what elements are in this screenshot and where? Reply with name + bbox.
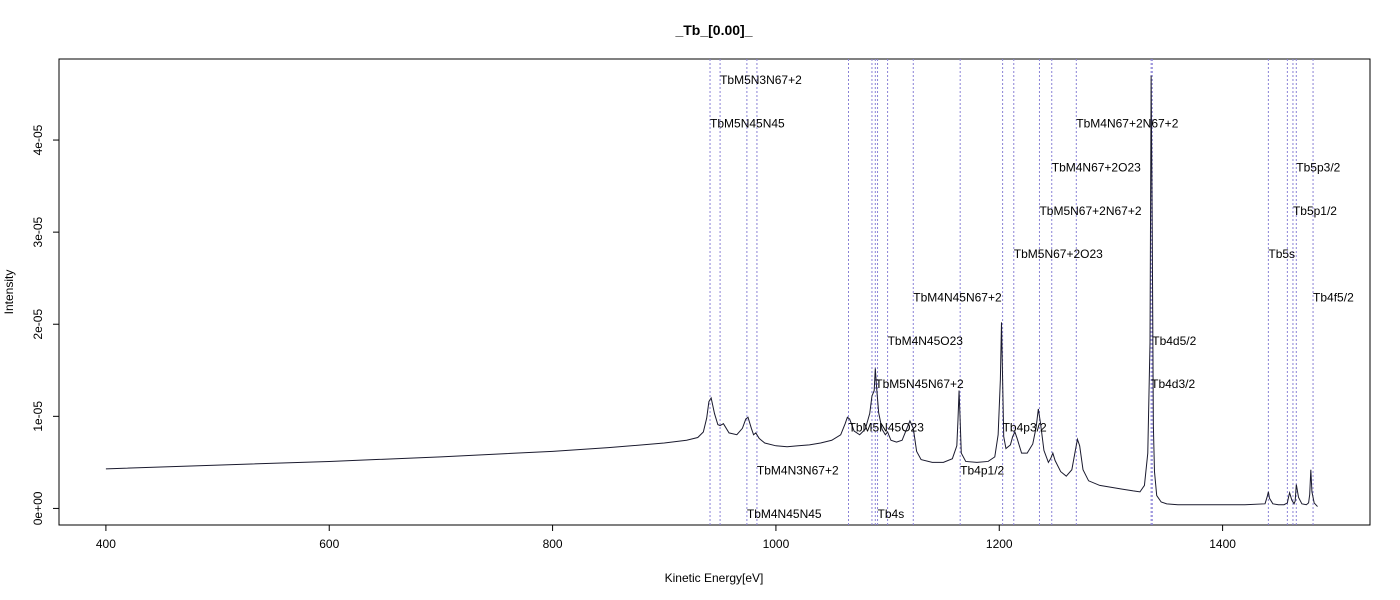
x-tick-label: 1400 xyxy=(1209,537,1236,551)
y-tick-label: 3e-05 xyxy=(31,216,45,247)
chart-title: _Tb_[0.00]_ xyxy=(674,22,752,38)
peak-label: TbM5N45O23 xyxy=(849,420,925,434)
x-tick-label: 800 xyxy=(543,537,563,551)
peak-label: TbM4N3N67+2 xyxy=(757,464,839,478)
plot-frame xyxy=(58,58,1371,526)
peak-label: Tb5p3/2 xyxy=(1296,161,1340,175)
y-tick-label: 1e-05 xyxy=(31,401,45,432)
peak-label: Tb4p1/2 xyxy=(960,464,1004,478)
peak-label: Tb4d5/2 xyxy=(1152,334,1196,348)
peak-label: TbM4N45N45 xyxy=(747,507,822,521)
spectrum-series-line xyxy=(105,75,1318,507)
peak-label: Tb5p1/2 xyxy=(1293,204,1337,218)
peak-label: TbM5N67+2N67+2 xyxy=(1039,204,1141,218)
peak-label: TbM5N67+2O23 xyxy=(1014,247,1103,261)
x-axis-title: Kinetic Energy[eV] xyxy=(665,571,764,585)
x-tick-label: 1000 xyxy=(763,537,790,551)
peak-label: TbM4N45N67+2 xyxy=(913,291,1002,305)
peak-marker-lines xyxy=(709,59,1314,525)
peak-label: Tb4s xyxy=(878,507,905,521)
peak-label: TbM5N3N67+2 xyxy=(720,73,802,87)
series-group xyxy=(105,75,1318,507)
y-tick-label: 2e-05 xyxy=(31,309,45,340)
peak-label: TbM4N67+2O23 xyxy=(1052,161,1141,175)
y-axis-title: Intensity xyxy=(2,270,16,315)
x-tick-label: 600 xyxy=(319,537,339,551)
y-tick-label: 4e-05 xyxy=(31,124,45,155)
x-tick-label: 1200 xyxy=(986,537,1013,551)
y-tick-label: 0e+00 xyxy=(31,491,45,525)
x-tick-label: 400 xyxy=(96,537,116,551)
peak-label: TbM4N45O23 xyxy=(888,334,964,348)
peak-label: TbM5N45N67+2 xyxy=(875,377,964,391)
peak-label: Tb4p3/2 xyxy=(1003,420,1047,434)
peak-label: TbM4N67+2N67+2 xyxy=(1076,116,1178,130)
y-axis: 0e+00 1e-05 2e-05 3e-05 4e-05 xyxy=(31,124,59,525)
x-axis: 400 600 800 1000 1200 1400 xyxy=(96,525,1236,551)
peak-marker-labels: TbM5N45N45 TbM5N3N67+2 TbM4N45N45 TbM4N3N67… xyxy=(710,73,1354,521)
peak-label: Tb4d3/2 xyxy=(1151,377,1195,391)
peak-label: Tb4f5/2 xyxy=(1313,291,1354,305)
peak-label: Tb5s xyxy=(1268,247,1295,261)
peak-label: TbM5N45N45 xyxy=(710,116,785,130)
